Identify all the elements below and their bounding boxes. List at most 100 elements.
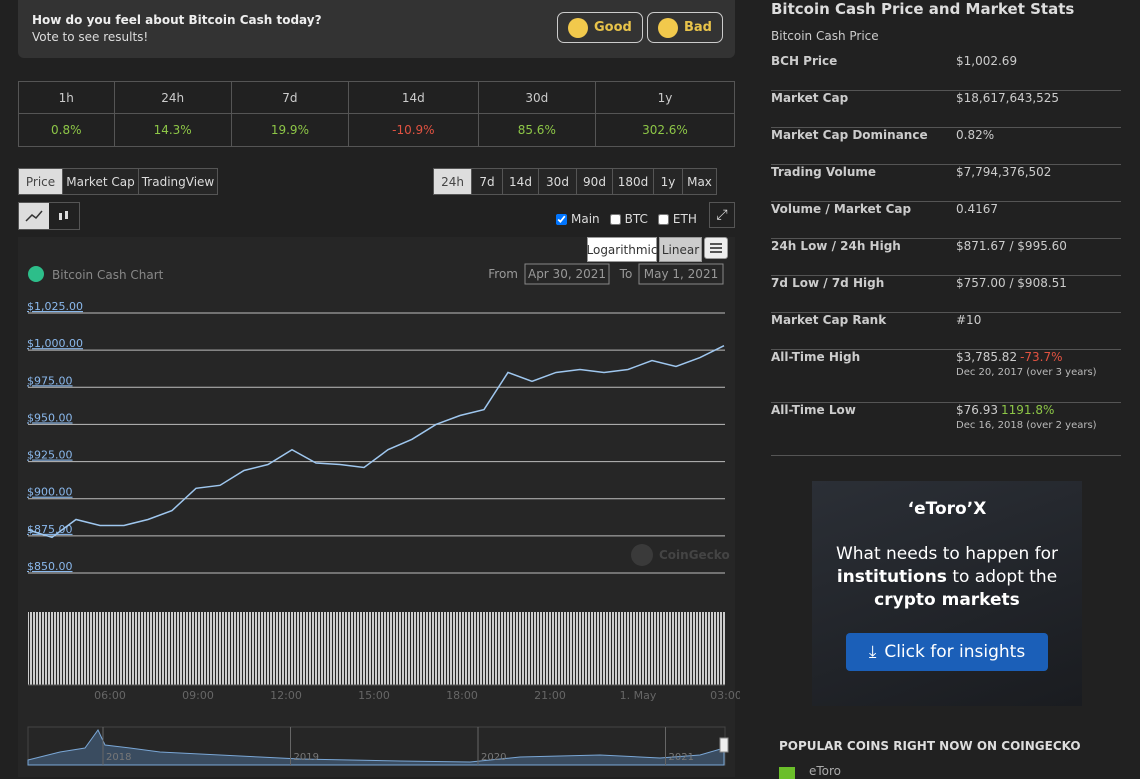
menu-button[interactable] (704, 237, 728, 259)
stat-row: Market Cap Rank #10 (771, 313, 1121, 350)
value-row: 0.8% 14.3% 19.9% -10.9% 85.6% 302.6% (18, 113, 736, 147)
from-date: Apr 30, 2021 (528, 267, 606, 281)
stat-date: Dec 16, 2018 (over 2 years) (956, 420, 1097, 431)
line-type[interactable] (19, 203, 49, 229)
stats-subtitle: Bitcoin Cash Price (771, 29, 879, 43)
scale-button[interactable]: Logarithmic (587, 237, 658, 262)
scale-button[interactable]: Linear (659, 237, 702, 262)
range-button[interactable]: 24h (433, 168, 472, 195)
change: 19.9% (230, 113, 350, 147)
label: Bad (684, 20, 712, 35)
fullscreen-button[interactable]: ⤢ (709, 202, 735, 228)
stat-value: 0.82% (956, 128, 994, 142)
icon (25, 210, 43, 222)
range-button[interactable]: 90d (576, 168, 613, 195)
header-row: 1h 24h 7d 14d 30d 1y (18, 81, 736, 114)
stat-value: $76.93 1191.8% (956, 403, 1054, 417)
stat-change: -73.7% (1020, 350, 1063, 364)
stat-number: $871.67 / $995.60 (956, 239, 1067, 253)
checkbox[interactable] (609, 213, 621, 225)
from-label: From (488, 267, 518, 281)
period: 30d (477, 81, 596, 114)
change: 0.8% (18, 113, 115, 147)
icon (658, 17, 678, 38)
coin-icon (779, 767, 795, 779)
ad-button[interactable]: ⤓ Click for insights (846, 633, 1048, 671)
stat-label: All-Time Low (771, 403, 856, 417)
ad-logo: ʻeToroʼX (907, 499, 987, 519)
chart-tab[interactable]: TradingView (138, 168, 218, 195)
change-table: 1h 24h 7d 14d 30d 1y 0.8% 14.3% 19.9% -10.9% 85.6… (18, 81, 736, 147)
toggle[interactable]: Main (556, 212, 600, 226)
stat-row: Market Cap $18,617,643,525 (771, 91, 1121, 128)
to-input[interactable] (638, 263, 724, 285)
toggle[interactable]: BTC (609, 212, 648, 226)
period: 7d (230, 81, 350, 114)
navigator-handle[interactable] (719, 737, 729, 753)
range-button[interactable]: 7d (471, 168, 503, 195)
range-button[interactable]: 180d (612, 168, 654, 195)
ad-line: institutions to adopt the (812, 566, 1082, 589)
navigator-year: 2019 (294, 752, 319, 763)
checkbox[interactable] (657, 213, 669, 225)
stat-value: $1,002.69 (956, 54, 1017, 68)
chart-tab[interactable]: Market Cap (62, 168, 139, 195)
popular-title: POPULAR COINS RIGHT NOW ON COINGECKO (779, 739, 1081, 753)
toggle-label: BTC (624, 212, 648, 226)
to-date: May 1, 2021 (644, 267, 718, 281)
stat-value: $18,617,643,525 (956, 91, 1059, 105)
poll: How do you feel about Bitcoin Cash today… (18, 0, 735, 58)
range-button[interactable]: 1y (653, 168, 683, 195)
stats-title: Bitcoin Cash Price and Market Stats (771, 0, 1075, 18)
y-tick-label: $1,000.00 (27, 337, 83, 350)
stat-number: $3,785.82 (956, 350, 1018, 364)
x-tick-label: 03:00 (710, 689, 740, 702)
navigator-years: 2018 2019 2020 2021 (102, 727, 694, 765)
chart-tab[interactable]: Price (18, 168, 63, 195)
stat-number: $7,794,376,502 (956, 165, 1052, 179)
stat-row: All-Time High $3,785.82 -73.7% Dec 20, 2017… (771, 350, 1121, 403)
watermark: CoinGecko (659, 548, 730, 562)
stat-number: $18,617,643,525 (956, 91, 1060, 105)
stat-number: 0.4167 (956, 202, 998, 216)
volume-bars (28, 612, 725, 685)
stat-row: Volume / Market Cap 0.4167 (771, 202, 1121, 239)
range-button[interactable]: 30d (538, 168, 577, 195)
range-button[interactable]: Max (682, 168, 717, 195)
ad[interactable]: ʻeToroʼX What needs to happen for instit… (812, 481, 1082, 706)
stat-change: 1191.8% (1001, 403, 1055, 417)
navigator-series (27, 729, 725, 766)
range-button[interactable]: 14d (502, 168, 539, 195)
stat-label: All-Time High (771, 350, 861, 364)
stat-value: 0.4167 (956, 202, 998, 216)
stat-value: #10 (956, 313, 981, 327)
poll-subtitle: Vote to see results! (32, 30, 149, 44)
change: 85.6% (477, 113, 596, 147)
stat-row: Market Cap Dominance 0.82% (771, 128, 1121, 165)
label: Good (594, 20, 632, 35)
good-button[interactable]: Good (557, 12, 643, 43)
stat-number: $1,002.69 (956, 54, 1018, 68)
y-tick-label: $950.00 (27, 411, 73, 424)
ad-line: to adopt the (946, 567, 1058, 587)
period: 24h (113, 81, 232, 114)
checkbox[interactable] (556, 213, 567, 225)
y-tick-label: $925.00 (27, 449, 73, 462)
stat-label: 24h Low / 24h High (771, 239, 901, 253)
popular-coin[interactable]: eToro (809, 764, 842, 778)
toggle[interactable]: ETH (657, 212, 697, 226)
stat-row: BCH Price $1,002.69 (771, 54, 1121, 91)
bad-button[interactable]: Bad (647, 12, 723, 43)
change: 302.6% (594, 113, 736, 147)
y-tick-label: $1,025.00 (27, 300, 83, 313)
stat-row: 24h Low / 24h High $871.67 / $995.60 (771, 239, 1121, 276)
stat-number: $757.00 / $908.51 (956, 276, 1067, 290)
y-tick-label: $975.00 (27, 374, 73, 387)
x-tick-label: 09:00 (182, 689, 214, 702)
from-input[interactable] (524, 263, 610, 285)
stat-label: Market Cap Rank (771, 313, 887, 327)
candle-type[interactable] (49, 203, 79, 229)
ad-line: What needs to happen for (835, 544, 1059, 564)
x-tick-label: 15:00 (358, 689, 390, 702)
